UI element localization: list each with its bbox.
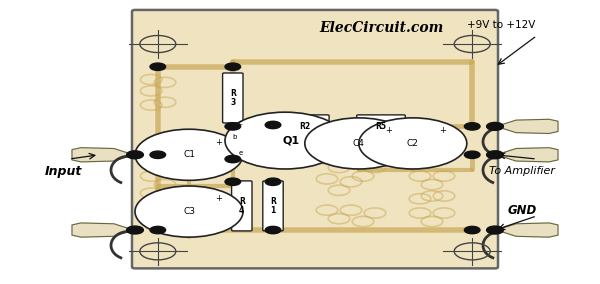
Circle shape [464, 226, 480, 234]
Circle shape [135, 129, 243, 180]
Circle shape [127, 151, 143, 159]
Text: C2: C2 [407, 139, 419, 148]
Circle shape [265, 121, 281, 129]
FancyBboxPatch shape [263, 181, 283, 231]
Text: +: + [215, 137, 222, 147]
Circle shape [225, 178, 241, 185]
Text: To Amplifier: To Amplifier [489, 166, 555, 176]
Circle shape [150, 151, 166, 158]
Text: Q1: Q1 [283, 135, 299, 146]
Text: e: e [238, 150, 242, 156]
Text: +: + [215, 194, 222, 203]
FancyBboxPatch shape [232, 181, 252, 231]
Circle shape [225, 63, 241, 70]
Text: Input: Input [44, 165, 82, 178]
Text: R
4: R 4 [239, 197, 245, 215]
Text: +: + [385, 126, 392, 135]
Circle shape [225, 112, 345, 169]
Circle shape [305, 118, 413, 169]
Text: +9V to +12V: +9V to +12V [467, 20, 535, 30]
Polygon shape [501, 223, 558, 237]
Circle shape [127, 226, 143, 234]
Circle shape [487, 122, 503, 130]
Text: C3: C3 [183, 207, 195, 216]
FancyBboxPatch shape [281, 115, 329, 138]
Text: b: b [232, 134, 236, 140]
Polygon shape [72, 223, 129, 237]
Text: C4: C4 [353, 139, 365, 148]
Circle shape [265, 178, 281, 185]
Text: c: c [238, 120, 242, 126]
Polygon shape [501, 148, 558, 162]
Circle shape [464, 151, 480, 158]
FancyBboxPatch shape [357, 115, 406, 138]
Circle shape [150, 226, 166, 234]
Text: C1: C1 [183, 150, 195, 159]
Text: +: + [439, 126, 446, 135]
Circle shape [359, 118, 467, 169]
Text: R
3: R 3 [230, 89, 236, 107]
Circle shape [225, 155, 241, 163]
Polygon shape [501, 119, 558, 133]
Text: R5: R5 [376, 122, 386, 131]
Text: ElecCircuit.com: ElecCircuit.com [319, 21, 443, 36]
Polygon shape [72, 148, 129, 162]
Text: R2: R2 [299, 122, 310, 131]
FancyBboxPatch shape [223, 73, 243, 123]
Circle shape [135, 186, 243, 237]
FancyBboxPatch shape [132, 10, 498, 268]
Circle shape [150, 63, 166, 70]
Circle shape [464, 123, 480, 130]
Circle shape [487, 226, 503, 234]
Circle shape [265, 226, 281, 234]
Text: GND: GND [508, 204, 536, 217]
Circle shape [487, 151, 503, 159]
Text: R
1: R 1 [270, 197, 276, 215]
Circle shape [225, 123, 241, 130]
